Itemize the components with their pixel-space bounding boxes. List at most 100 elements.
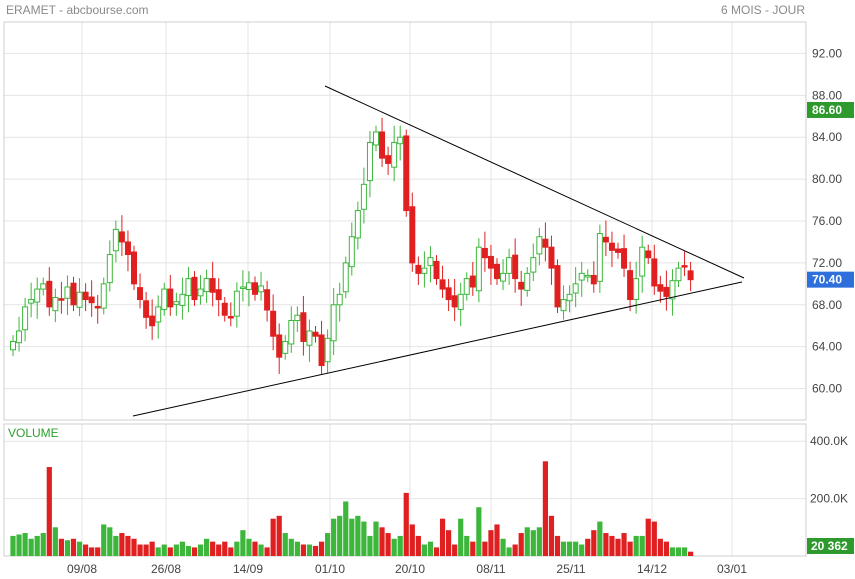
candle-down <box>149 315 156 327</box>
y-tick-label: 92.00 <box>812 46 842 60</box>
volume-bar <box>349 518 355 556</box>
candle-up <box>179 293 186 306</box>
candle-down <box>94 305 101 309</box>
chart-title: ERAMET - abcbourse.com <box>6 3 149 17</box>
candle-up <box>578 272 585 281</box>
x-tick-label: 09/08 <box>67 562 97 576</box>
volume-bar <box>506 547 512 556</box>
volume-bar <box>76 541 83 556</box>
volume-bar <box>318 541 325 556</box>
volume-bar <box>470 541 476 556</box>
volume-axis: 200.0K 400.0K <box>810 434 848 505</box>
candle-down <box>191 276 198 301</box>
volume-bar <box>276 515 282 556</box>
volume-bar <box>95 547 101 556</box>
volume-bars <box>10 461 694 556</box>
candle-down <box>270 310 277 337</box>
y-tick-label: 64.00 <box>812 340 842 354</box>
volume-bar <box>355 515 361 556</box>
volume-bar <box>119 533 125 556</box>
volume-bar <box>16 534 22 556</box>
volume-bar <box>28 538 34 556</box>
volume-bar <box>34 535 40 556</box>
volume-bar <box>101 524 107 556</box>
volume-bar <box>197 544 204 556</box>
candle-down <box>58 298 65 301</box>
candle-up <box>669 280 676 300</box>
volume-bar <box>615 538 621 556</box>
volume-bar <box>421 544 427 556</box>
volume-bar <box>579 544 585 556</box>
candle-up <box>185 278 192 297</box>
volume-bar <box>573 541 579 556</box>
candle-up <box>596 233 603 282</box>
candle-down <box>124 241 131 256</box>
volume-bar <box>524 527 530 556</box>
candle-down <box>663 286 670 297</box>
volume-bar <box>204 538 210 556</box>
candle-up <box>566 293 573 302</box>
price-grid <box>4 22 806 420</box>
volume-bar <box>446 530 452 556</box>
candles <box>10 117 694 375</box>
volume-bar <box>633 535 639 556</box>
volume-bar <box>482 541 488 556</box>
candle-up <box>112 228 119 252</box>
volume-bar <box>40 533 46 556</box>
candle-down <box>137 287 144 301</box>
candle-up <box>633 278 640 301</box>
candle-down <box>167 288 174 308</box>
volume-bar <box>22 533 28 556</box>
candle-down <box>215 289 222 301</box>
volume-bar <box>58 538 64 556</box>
price-panel-border <box>3 21 807 421</box>
candle-up <box>288 320 295 345</box>
volume-bar <box>609 535 615 556</box>
candle-down <box>445 287 452 301</box>
volume-bar <box>234 541 240 556</box>
candle-up <box>397 136 404 145</box>
volume-bar <box>663 541 669 556</box>
volume-bar <box>179 541 185 556</box>
price-tags: 86.60 70.40 20 362 <box>807 101 854 554</box>
candle-down <box>385 155 392 164</box>
candle-up <box>76 291 83 308</box>
volume-bar <box>270 518 276 556</box>
candle-up <box>245 282 252 290</box>
price-axis: 60.00 64.00 68.00 72.00 76.00 80.00 84.00 88.00… <box>812 46 842 395</box>
candle-up <box>354 210 361 239</box>
candle-up <box>360 183 367 210</box>
candle-down <box>554 265 561 308</box>
volume-bar <box>452 544 458 556</box>
candle-up <box>427 257 434 267</box>
volume-bar <box>476 507 482 556</box>
volume-bar <box>191 547 198 556</box>
x-tick-label: 25/11 <box>556 562 585 576</box>
volume-bar <box>681 547 688 556</box>
candle-down <box>227 316 234 319</box>
candle-down <box>481 247 488 259</box>
volume-bar <box>306 544 313 556</box>
x-tick-label: 20/10 <box>395 562 425 576</box>
volume-bar <box>173 544 179 556</box>
volume-bar <box>627 541 633 556</box>
candle-up <box>342 262 349 293</box>
candle-down <box>645 250 652 259</box>
candle-down <box>143 300 150 318</box>
volume-bar <box>149 541 155 556</box>
candle-up <box>64 286 71 299</box>
candle-down <box>602 236 609 243</box>
candle-down <box>469 275 476 288</box>
candle-up <box>294 314 301 321</box>
candle-down <box>512 254 519 280</box>
candle-down <box>318 334 325 367</box>
candle-down <box>518 281 525 290</box>
candle-up <box>584 274 591 278</box>
volume-bar <box>603 533 609 556</box>
volume-bar <box>252 541 258 556</box>
candle-up <box>475 246 482 292</box>
candle-down <box>118 231 125 243</box>
period-label: 6 MOIS - JOUR <box>720 3 805 17</box>
candle-up <box>524 272 531 291</box>
volume-bar <box>46 467 52 556</box>
